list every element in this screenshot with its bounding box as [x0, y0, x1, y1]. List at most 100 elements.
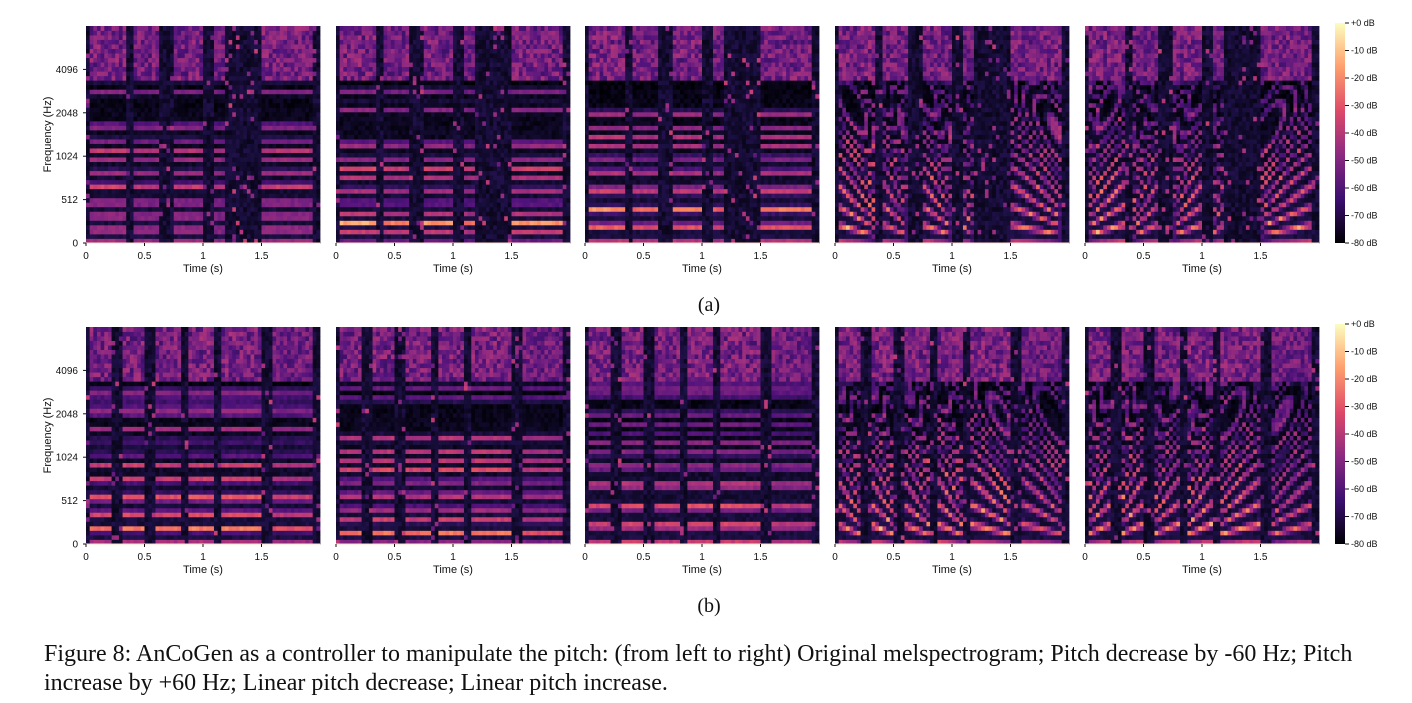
x-tick-label: 1: [699, 552, 705, 563]
x-axis-label: Time (s): [932, 564, 972, 576]
spectrogram-image: [1085, 327, 1319, 544]
colorbar-tick-label: -60 dB: [1351, 183, 1378, 193]
x-tick-label: 0.5: [138, 251, 152, 262]
x-axis-label: Time (s): [433, 263, 473, 275]
y-tick-label: 512: [61, 195, 78, 206]
x-tick-label: 0: [333, 251, 339, 262]
colorbar-tick-label: -40 dB: [1351, 429, 1378, 439]
x-tick-label: 1.5: [1254, 251, 1268, 262]
x-tick-label: 0: [83, 552, 89, 563]
spectrogram-image: [585, 327, 819, 544]
x-axis-label: Time (s): [682, 564, 722, 576]
x-tick-label: 0.5: [1137, 251, 1151, 262]
colorbar-tick-label: -20 dB: [1351, 73, 1378, 83]
x-axis-label: Time (s): [1182, 263, 1222, 275]
x-tick-label: 0.5: [1137, 552, 1151, 563]
x-tick-label: 1: [1199, 251, 1205, 262]
x-axis-label: Time (s): [932, 263, 972, 275]
x-tick-label: 0: [1082, 251, 1088, 262]
colorbar-tick-label: -10 dB: [1351, 347, 1378, 357]
x-tick-label: 1: [200, 552, 206, 563]
x-axis-label: Time (s): [682, 263, 722, 275]
colorbar-tick-label: -70 dB: [1351, 512, 1378, 522]
y-axis-label: Frequency (Hz): [42, 97, 54, 173]
colorbar-tick-label: -70 dB: [1351, 211, 1378, 221]
colorbar: +0 dB-10 dB-20 dB-30 dB-40 dB-50 dB-60 d…: [1335, 319, 1378, 549]
spectrogram-row-a: 0 0.5 1 1.5 Time (s) 0 0.5 1 1.5 Time (s) 0 0.5 1 1.5…: [42, 18, 1378, 275]
colorbar: +0 dB-10 dB-20 dB-30 dB-40 dB-50 dB-60 d…: [1335, 18, 1378, 248]
x-axis-label: Time (s): [1182, 564, 1222, 576]
x-axis-label: Time (s): [433, 564, 473, 576]
x-tick-label: 1: [1199, 552, 1205, 563]
x-tick-label: 0: [582, 552, 588, 563]
x-tick-label: 0.5: [887, 552, 901, 563]
colorbar-tick-label: -40 dB: [1351, 128, 1378, 138]
x-tick-label: 1.5: [505, 552, 519, 563]
colorbar-tick-label: -20 dB: [1351, 374, 1378, 384]
colorbar-tick-label: -50 dB: [1351, 156, 1378, 166]
x-tick-label: 0: [1082, 552, 1088, 563]
spectrogram-panel: 0 0.5 1 1.5 Time (s): [1082, 26, 1319, 275]
x-tick-label: 0: [832, 251, 838, 262]
x-axis-label: Time (s): [183, 564, 223, 576]
y-tick-label: 1024: [56, 152, 79, 163]
y-tick-label: 0: [72, 540, 78, 551]
figure-number: Figure 8:: [44, 641, 131, 667]
colorbar-tick-label: -50 dB: [1351, 457, 1378, 467]
spectrogram-image: [86, 26, 320, 243]
x-tick-label: 0: [582, 251, 588, 262]
x-tick-label: 0: [832, 552, 838, 563]
spectrogram-row-b: 0 0.5 1 1.5 Time (s) 0 0.5 1 1.5 Time (s) 0 0.5 1 1.5…: [42, 319, 1378, 576]
x-tick-label: 1.5: [255, 552, 269, 563]
x-tick-label: 1.5: [505, 251, 519, 262]
spectrogram-panel: 0 0.5 1 1.5 Time (s): [832, 327, 1069, 576]
spectrogram-image: [336, 26, 570, 243]
spectrogram-image: [585, 26, 819, 243]
x-tick-label: 1.5: [1004, 552, 1018, 563]
y-tick-label: 4096: [56, 366, 79, 377]
spectrogram-image: [1085, 26, 1319, 243]
y-tick-label: 512: [61, 496, 78, 507]
spectrogram-panel: 0 0.5 1 1.5 Time (s): [83, 327, 320, 576]
colorbar-tick-label: -80 dB: [1351, 238, 1378, 248]
x-tick-label: 0: [333, 552, 339, 563]
x-tick-label: 0: [83, 251, 89, 262]
x-tick-label: 0.5: [388, 251, 402, 262]
colorbar-tick-label: -30 dB: [1351, 101, 1378, 111]
x-tick-label: 0.5: [637, 251, 651, 262]
x-tick-label: 1: [450, 552, 456, 563]
x-tick-label: 0.5: [388, 552, 402, 563]
x-tick-label: 1: [699, 251, 705, 262]
x-tick-label: 1.5: [754, 552, 768, 563]
x-tick-label: 0.5: [138, 552, 152, 563]
y-tick-label: 0: [72, 239, 78, 250]
spectrogram-image: [835, 327, 1069, 544]
subfigure-label-b: (b): [697, 595, 720, 617]
spectrogram-image: [86, 327, 320, 544]
colorbar-tick-label: -80 dB: [1351, 539, 1378, 549]
spectrogram-panel: 0 0.5 1 1.5 Time (s): [333, 26, 570, 275]
x-tick-label: 1: [949, 552, 955, 563]
figure-caption: Figure 8: AnCoGen as a controller to man…: [44, 640, 1389, 698]
colorbar-tick-label: -60 dB: [1351, 484, 1378, 494]
spectrogram-image: [336, 327, 570, 544]
x-tick-label: 1: [450, 251, 456, 262]
x-tick-label: 1.5: [754, 251, 768, 262]
subfigure-label-a: (a): [698, 294, 720, 316]
x-axis-label: Time (s): [183, 263, 223, 275]
y-tick-label: 4096: [56, 65, 79, 76]
y-tick-label: 1024: [56, 453, 79, 464]
y-tick-label: 2048: [56, 409, 79, 420]
colorbar-tick-label: +0 dB: [1351, 319, 1375, 329]
y-axis-label: Frequency (Hz): [42, 398, 54, 474]
x-tick-label: 0.5: [887, 251, 901, 262]
x-tick-label: 1.5: [255, 251, 269, 262]
figure-caption-text: AnCoGen as a controller to manipulate th…: [44, 641, 1352, 696]
colorbar-tick-label: -10 dB: [1351, 46, 1378, 56]
x-tick-label: 1: [949, 251, 955, 262]
